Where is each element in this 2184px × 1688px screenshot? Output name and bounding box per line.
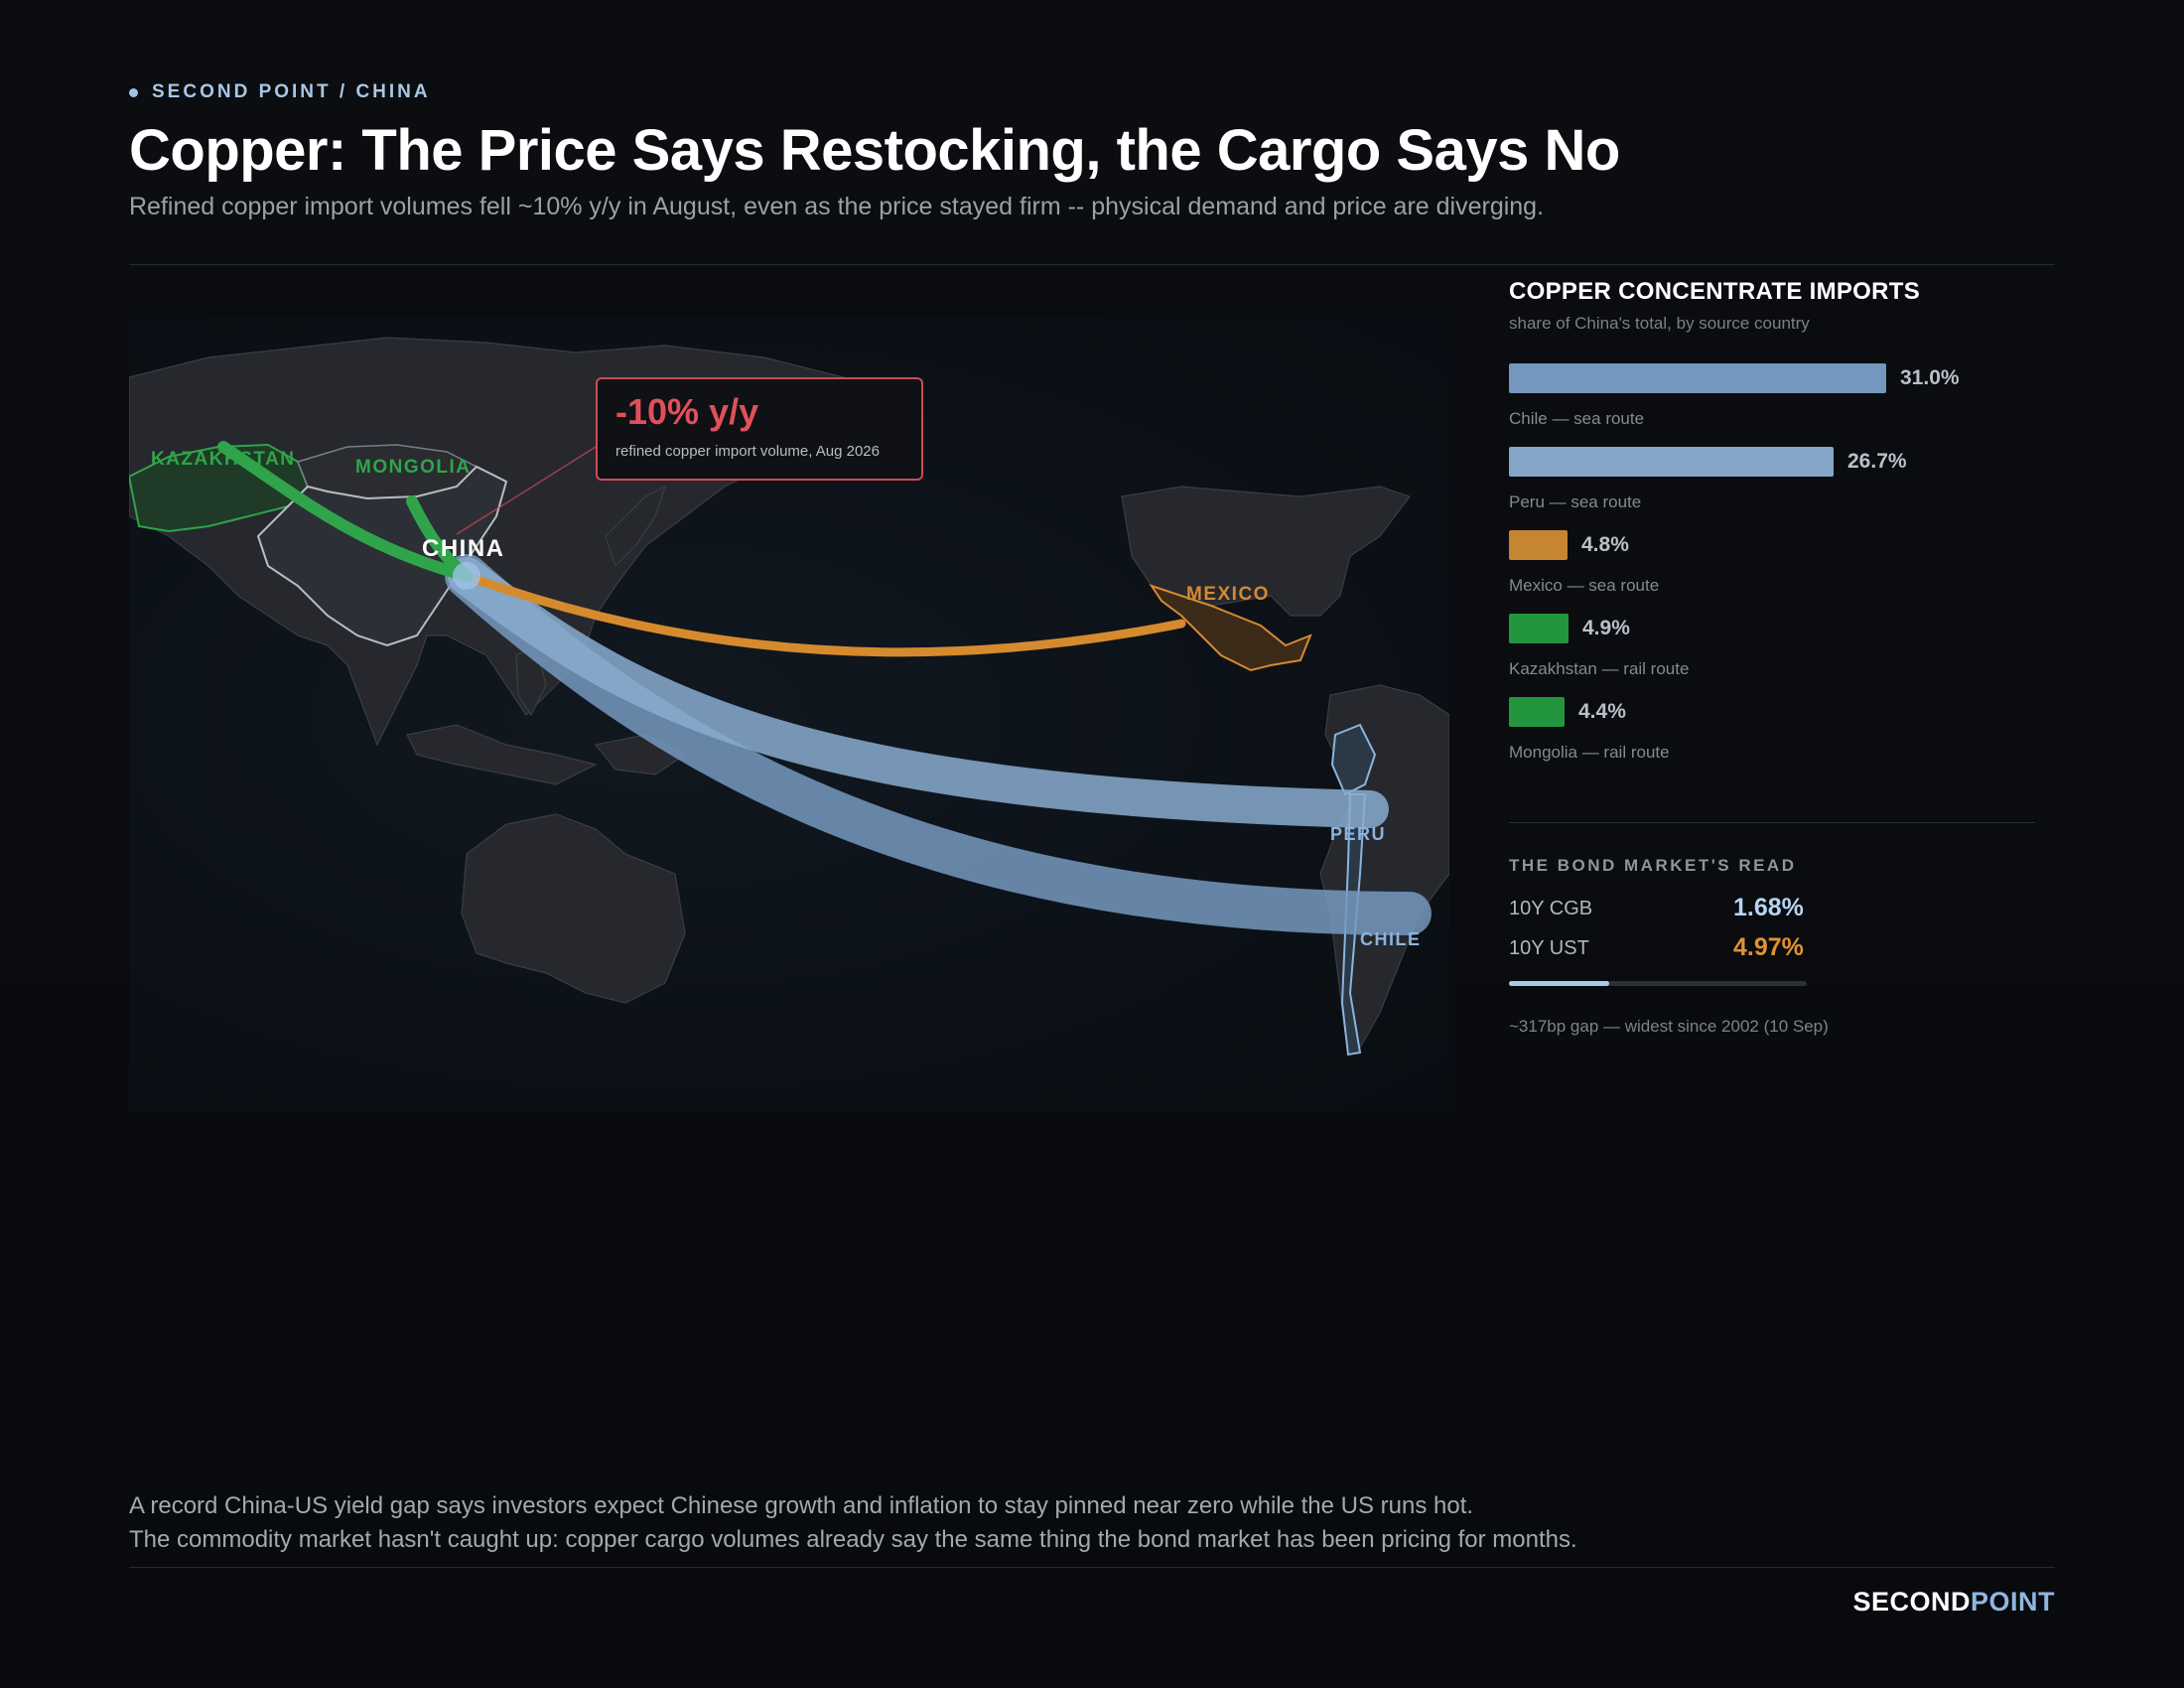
bar-row: 26.7% Peru — sea route	[1509, 447, 2035, 530]
land-peru	[1330, 723, 1377, 796]
footnote: A record China-US yield gap says investo…	[129, 1489, 1577, 1557]
land-indonesia	[406, 724, 598, 785]
callout-leader	[456, 446, 597, 535]
share-bar	[1509, 363, 1886, 393]
share-bar	[1509, 530, 1568, 560]
kicker-dot-icon	[129, 87, 138, 97]
share-bar	[1509, 614, 1569, 643]
kicker: SECOND POINT / CHINA	[129, 81, 431, 103]
imports-panel: COPPER CONCENTRATE IMPORTS share of Chin…	[1509, 278, 2035, 1036]
callout-caption: refined copper import volume, Aug 2026	[615, 443, 880, 460]
bond-value: 1.68%	[1733, 894, 1804, 921]
share-bar	[1509, 447, 1834, 477]
footnote-line-1: A record China-US yield gap says investo…	[129, 1492, 1474, 1519]
bar-row: 4.9% Kazakhstan — rail route	[1509, 614, 2035, 697]
bar-row: 4.8% Mexico — sea route	[1509, 530, 2035, 614]
panel-divider	[1509, 822, 2035, 823]
share-label: Chile — sea route	[1509, 409, 1645, 428]
callout-value: -10% y/y	[615, 391, 759, 432]
brand-part-1: SECOND	[1852, 1587, 1971, 1617]
label-mongolia: MONGOLIA	[355, 457, 472, 478]
label-china: CHINA	[422, 535, 505, 562]
yield-gap-note: ~317bp gap — widest since 2002 (10 Sep)	[1509, 1017, 1829, 1036]
share-value: 4.9%	[1582, 617, 1630, 639]
land-japan	[605, 485, 667, 568]
share-label: Mexico — sea route	[1509, 576, 1660, 595]
brand-logo: SECONDPOINT	[1852, 1587, 2055, 1618]
bond-label: 10Y CGB	[1509, 898, 1593, 919]
route-mexico	[462, 571, 1186, 657]
page-title: Copper: The Price Says Restocking, the C…	[129, 118, 1620, 183]
share-value: 4.8%	[1581, 533, 1629, 556]
brand-part-2: POINT	[1970, 1587, 2055, 1617]
share-value: 4.4%	[1578, 700, 1626, 723]
header-divider	[129, 264, 2055, 265]
footnote-line-2: The commodity market hasn't caught up: c…	[129, 1526, 1577, 1553]
bar-row: 4.4% Mongolia — rail route	[1509, 697, 2035, 780]
bond-label: 10Y UST	[1509, 937, 1589, 959]
share-label: Kazakhstan — rail route	[1509, 659, 1690, 678]
share-label: Mongolia — rail route	[1509, 743, 1670, 762]
label-peru: PERU	[1330, 824, 1386, 844]
route-kazakhstan	[217, 441, 473, 582]
bar-row: 31.0% Chile — sea route	[1509, 363, 2035, 447]
yield-gap-track	[1509, 981, 1807, 986]
bond-value: 4.97%	[1733, 933, 1804, 961]
trade-route-map: KAZAKHSTAN MONGOLIA CHINA MEXICO PERU CH…	[129, 318, 1449, 1112]
page-subtitle: Refined copper import volumes fell ~10% …	[129, 193, 1545, 220]
panel-subtitle: share of China's total, by source countr…	[1509, 314, 1810, 333]
kicker-text: SECOND POINT / CHINA	[152, 81, 431, 102]
share-value: 26.7%	[1847, 450, 1907, 473]
land-mexico	[1149, 584, 1312, 672]
china-hub	[453, 562, 480, 590]
footer-divider	[129, 1567, 2055, 1568]
panel-title: COPPER CONCENTRATE IMPORTS	[1509, 278, 1921, 305]
share-value: 31.0%	[1900, 366, 1960, 389]
share-bar	[1509, 697, 1565, 727]
import-drop-callout: -10% y/y refined copper import volume, A…	[596, 377, 923, 481]
bond-row-ust: 10Y UST 4.97%	[1509, 933, 1807, 965]
yield-gap-fill	[1509, 981, 1610, 986]
share-label: Peru — sea route	[1509, 492, 1642, 511]
label-mexico: MEXICO	[1186, 584, 1270, 605]
land-australia	[461, 813, 686, 1004]
route-peru	[448, 557, 1389, 828]
label-kazakhstan: KAZAKHSTAN	[151, 449, 296, 470]
label-chile: CHILE	[1360, 929, 1422, 949]
bond-row-cgb: 10Y CGB 1.68%	[1509, 894, 1807, 925]
bond-title: THE BOND MARKET'S READ	[1509, 856, 1797, 875]
